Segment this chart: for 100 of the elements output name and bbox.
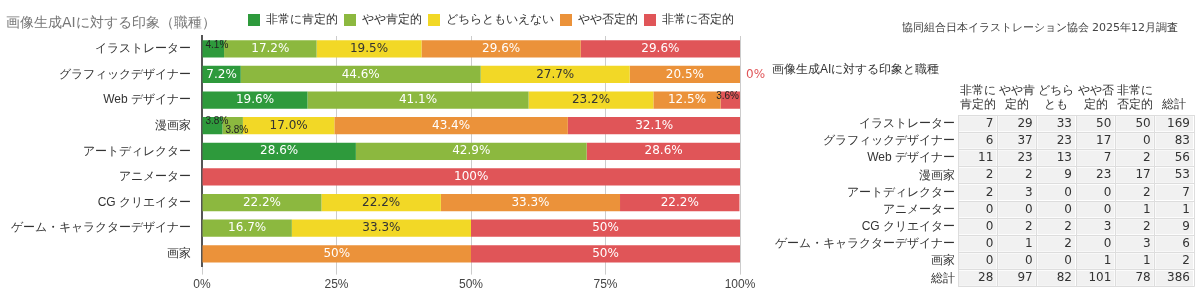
bar xyxy=(321,193,441,212)
data-label: 23 xyxy=(1056,133,1072,148)
bar xyxy=(355,142,587,160)
data-label: 13 xyxy=(1056,150,1072,165)
data-label: 2 xyxy=(985,167,994,182)
bar xyxy=(580,40,740,58)
data-label: 7.2% xyxy=(206,66,237,81)
data-label: 41.1% xyxy=(398,92,438,107)
x-tick-label: 非常に肯定的 xyxy=(959,82,996,112)
data-label: 82 xyxy=(1056,270,1072,285)
x-tick-label: 100% xyxy=(724,277,756,292)
data-label: 1 xyxy=(1025,236,1033,251)
data-label: 56 xyxy=(1174,150,1190,165)
y-tick-label: アニメーター xyxy=(883,201,955,216)
y-tick-label: CG クリエイター xyxy=(97,194,191,209)
bar xyxy=(202,168,740,186)
data-label: 7 xyxy=(1103,150,1112,165)
y-tick-label: アニメーター xyxy=(119,169,191,184)
data-label: 0 xyxy=(1103,201,1112,216)
data-label: 53 xyxy=(1174,167,1190,182)
data-label: 22.2% xyxy=(242,194,282,209)
data-label: 43.4% xyxy=(432,117,471,132)
data-label: 0 xyxy=(1064,253,1072,268)
data-label: 2 xyxy=(1064,236,1072,251)
bar xyxy=(471,219,740,237)
legend-label: やや否定的 xyxy=(578,12,638,27)
data-label: 0 xyxy=(985,201,994,216)
data-label: 386 xyxy=(1167,270,1190,285)
y-tick-label: ゲーム・キャラクターデザイナー xyxy=(775,236,955,251)
x-tick-label: 50% xyxy=(458,277,484,292)
data-label: 17 xyxy=(1135,167,1151,182)
data-label: 16.7% xyxy=(228,220,267,235)
data-label: 0 xyxy=(1064,201,1072,216)
bar xyxy=(291,219,471,237)
bar xyxy=(480,65,630,84)
y-tick-label: グラフィックデザイナー xyxy=(59,66,191,81)
data-label: 0 xyxy=(1025,253,1033,268)
data-label: 11 xyxy=(978,150,994,165)
data-label: 28 xyxy=(978,270,994,285)
data-label: 0 xyxy=(985,218,994,233)
data-label: 2 xyxy=(1064,218,1072,233)
data-label: 101 xyxy=(1088,270,1112,285)
x-tick-label: 総計 xyxy=(1161,97,1187,112)
x-tick-label: どちらとも xyxy=(1038,82,1075,112)
y-tick-label: Web デザイナー xyxy=(867,150,955,165)
data-label: 33.3% xyxy=(511,194,550,209)
data-label: 0 xyxy=(1143,133,1151,148)
x-tick-label: 0% xyxy=(193,277,211,292)
x-tick-label: 非常に否定的 xyxy=(1117,82,1153,112)
y-tick-label: アートディレクター xyxy=(83,143,191,158)
data-label: 1 xyxy=(1182,201,1190,216)
bar xyxy=(586,142,740,160)
data-label: 33 xyxy=(1056,115,1072,130)
bar xyxy=(202,142,356,160)
data-label: 17.0% xyxy=(269,117,308,132)
bar xyxy=(240,65,481,84)
data-label: 22.2% xyxy=(362,194,401,209)
legend-label: 非常に否定的 xyxy=(662,12,734,27)
data-label: 6 xyxy=(985,133,994,148)
data-label: 37 xyxy=(1017,133,1033,148)
legend-label: やや肯定的 xyxy=(362,12,422,27)
data-label: 78 xyxy=(1135,270,1151,285)
data-label: 29 xyxy=(1017,115,1033,130)
data-label: 29.6% xyxy=(641,40,680,55)
data-label: 9 xyxy=(1064,167,1072,182)
data-label: 2 xyxy=(1025,167,1033,182)
data-label: 2 xyxy=(1143,218,1151,233)
y-tick-label: ゲーム・キャラクターデザイナー xyxy=(11,220,191,235)
data-label: 1 xyxy=(1143,201,1151,216)
x-tick-label: やや否定的 xyxy=(1077,82,1114,112)
data-label: 0 xyxy=(1025,201,1033,216)
data-label: 0% xyxy=(746,66,766,81)
data-label: 32.1% xyxy=(635,117,674,132)
data-label: 42.9% xyxy=(452,143,491,158)
x-tick-label: やや肯定的 xyxy=(999,82,1035,112)
data-label: 28.6% xyxy=(644,143,683,158)
bar xyxy=(421,40,581,58)
data-label: 50 xyxy=(1096,115,1112,130)
y-tick-label: イラストレーター xyxy=(95,41,191,56)
data-label: 7 xyxy=(1182,184,1190,199)
text: 協同組合日本イラストレーション協会 2025年12月調査 xyxy=(901,20,1178,35)
data-label: 0 xyxy=(1064,184,1072,199)
bar xyxy=(440,193,621,212)
data-label: 2 xyxy=(1143,184,1151,199)
data-label: 23 xyxy=(1096,167,1112,182)
y-tick-label: 漫画家 xyxy=(155,117,191,132)
y-tick-label: CG クリエイター xyxy=(861,219,955,234)
bar xyxy=(202,245,471,263)
y-tick-label: グラフィックデザイナー xyxy=(823,133,955,148)
data-label: 33.3% xyxy=(362,220,401,235)
data-label: 1 xyxy=(1103,253,1112,268)
x-tick-label: 25% xyxy=(324,277,349,292)
y-tick-label: Web デザイナー xyxy=(103,92,191,107)
data-label: 97 xyxy=(1017,270,1033,285)
data-label: 50% xyxy=(592,245,619,260)
data-label: 7 xyxy=(985,115,994,130)
data-label: 17 xyxy=(1096,133,1112,148)
bar xyxy=(202,91,308,109)
text: 画像生成AIに対する印象と職種 xyxy=(772,61,940,76)
legend-label: どちらともいえない xyxy=(446,12,554,27)
